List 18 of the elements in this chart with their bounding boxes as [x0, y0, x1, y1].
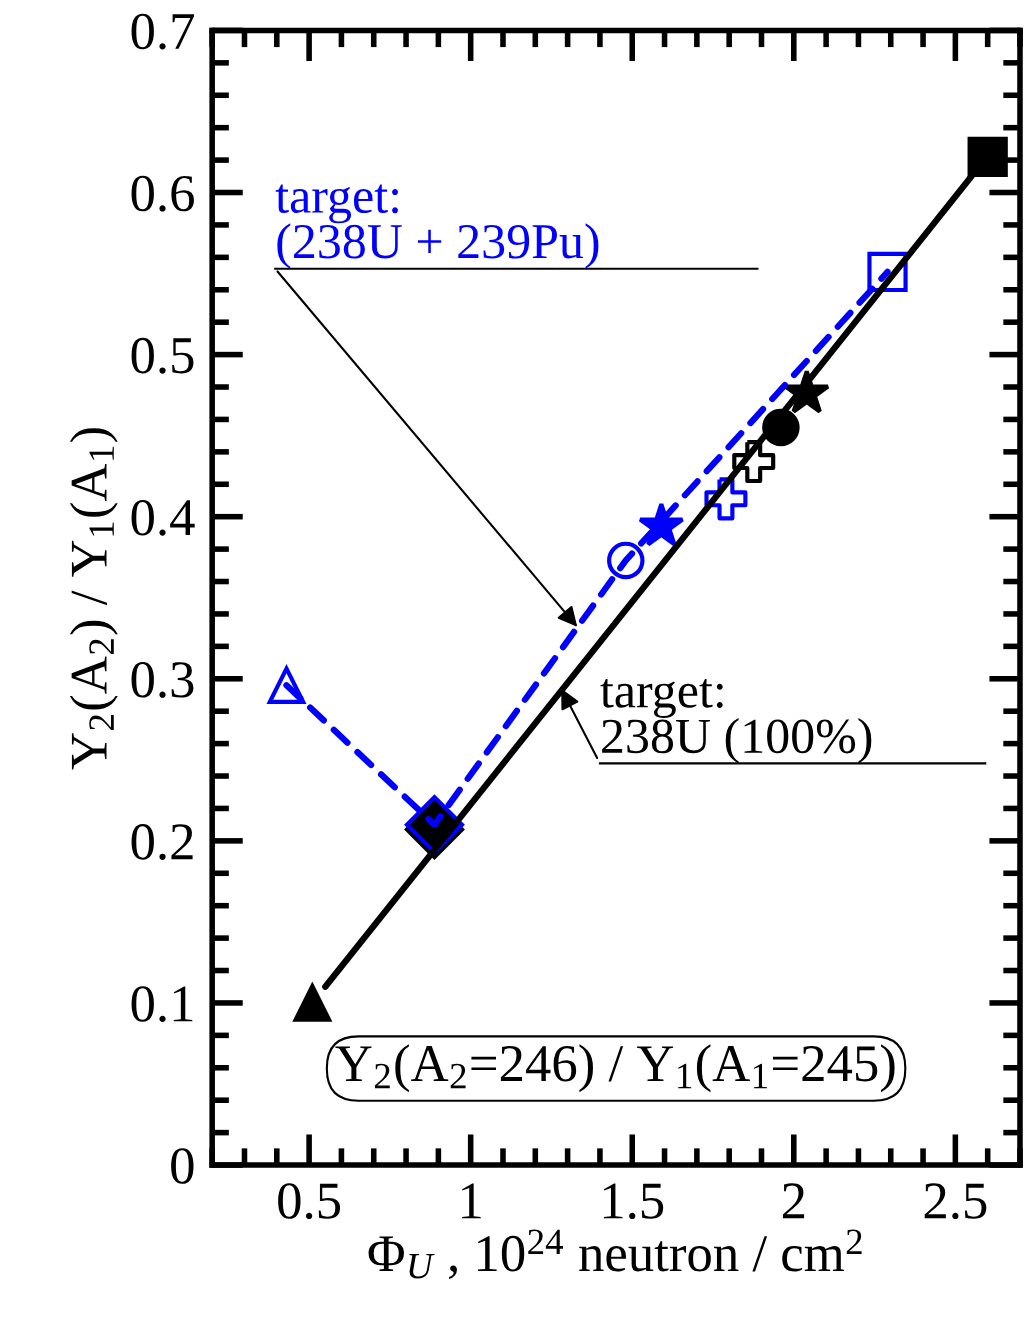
y-tick-label: 0.2 — [131, 824, 193, 860]
y-tick-label: 0 — [171, 1148, 194, 1184]
y-tick-label: 0.3 — [131, 661, 194, 698]
annotation: target: (238U + 239Pu) — [275, 184, 599, 269]
x-axis-title: Φ$_{U}$ , 10$^{24}$ neutron / cm$^{2}$ — [368, 1229, 862, 1280]
x-tick-label: 2.5 — [924, 1183, 987, 1220]
x-tick-label: 1.5 — [603, 1183, 664, 1220]
y-tick-label: 0.6 — [131, 175, 194, 212]
x-tick-label: 2 — [782, 1183, 805, 1219]
y-tick-label: 0.7 — [131, 13, 194, 50]
text: Y$_{2}$(A$_{2}$) / Y$_{1}$(A$_{1}$) — [69, 428, 118, 770]
y-tick-label: 0.1 — [131, 986, 193, 1023]
y-tick-label: 0.5 — [131, 337, 194, 374]
annotation: target: 238U (100%) — [600, 679, 872, 764]
text: Y$_{2}$(A$_{2}$=246) / Y$_{1}$(A$_{1}$=245) — [335, 1044, 895, 1093]
y-tick-label: 0.4 — [131, 499, 195, 536]
x-tick-label: 0.5 — [278, 1183, 341, 1220]
x-tick-label: 1 — [462, 1183, 481, 1219]
